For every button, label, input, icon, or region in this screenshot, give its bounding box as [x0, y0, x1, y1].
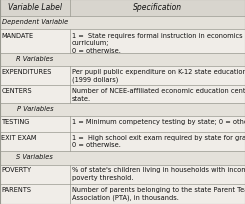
Bar: [70, 30, 245, 53]
Bar: [70, 103, 245, 117]
Text: % of state's children living in households with income below
poverty threshold.: % of state's children living in househol…: [72, 167, 245, 180]
Text: Number of NCEE-affiliated economic education centers in
state.: Number of NCEE-affiliated economic educa…: [72, 88, 245, 101]
Bar: [0, 132, 70, 151]
Text: POVERTY: POVERTY: [1, 167, 32, 173]
Text: Dependent Variable: Dependent Variable: [2, 19, 68, 25]
Text: MANDATE: MANDATE: [1, 33, 34, 39]
Text: R Variables: R Variables: [16, 56, 54, 62]
Text: EXPENDITURES: EXPENDITURES: [1, 69, 52, 75]
Text: 1 =  High school exit exam required by state for graduation;
0 = otherwise.: 1 = High school exit exam required by st…: [72, 134, 245, 147]
Bar: [70, 17, 245, 30]
Text: EXIT EXAM: EXIT EXAM: [1, 134, 37, 140]
Text: Variable Label: Variable Label: [8, 3, 62, 12]
Bar: [0, 184, 70, 204]
Bar: [70, 86, 245, 103]
Bar: [0, 117, 70, 132]
Bar: [0, 151, 70, 165]
Text: Specification: Specification: [133, 3, 182, 12]
Bar: [0, 165, 70, 184]
Text: TESTING: TESTING: [1, 118, 30, 124]
Text: 1 =  State requires formal instruction in economics within K-12
curriculum;
0 = : 1 = State requires formal instruction in…: [72, 33, 245, 53]
Text: CENTERS: CENTERS: [1, 88, 32, 94]
Bar: [70, 117, 245, 132]
Text: P Variables: P Variables: [17, 106, 53, 112]
Text: Number of parents belonging to the state Parent Teacher
Association (PTA), in th: Number of parents belonging to the state…: [72, 186, 245, 200]
Text: S Variables: S Variables: [16, 154, 53, 160]
Bar: [70, 184, 245, 204]
Bar: [0, 67, 70, 86]
Bar: [0, 17, 70, 30]
Bar: [0, 53, 70, 67]
Text: 1 = Minimum competency testing by state; 0 = otherwise.: 1 = Minimum competency testing by state;…: [72, 118, 245, 124]
Bar: [0, 30, 70, 53]
Bar: [70, 67, 245, 86]
Bar: [70, 165, 245, 184]
Bar: [70, 0, 245, 17]
Text: Per pupil public expenditure on K-12 state educational system.
(1999 dollars): Per pupil public expenditure on K-12 sta…: [72, 69, 245, 83]
Bar: [70, 132, 245, 151]
Text: PARENTS: PARENTS: [1, 186, 31, 192]
Bar: [0, 103, 70, 117]
Bar: [70, 53, 245, 67]
Bar: [70, 151, 245, 165]
Bar: [0, 86, 70, 103]
Bar: [0, 0, 70, 17]
